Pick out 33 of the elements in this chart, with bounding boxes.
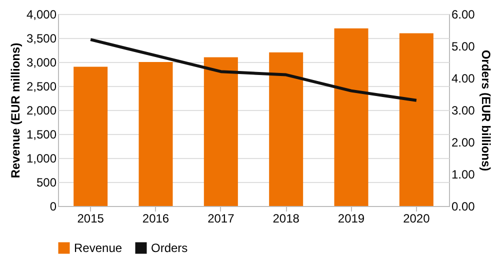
bar	[204, 57, 238, 206]
y-tick-label: 2,500	[26, 80, 57, 94]
y-tick-label: 3,000	[26, 56, 57, 70]
y-tick-label: 500	[36, 176, 57, 190]
x-tick-label: 2016	[142, 212, 170, 226]
y-tick-label: 3,500	[26, 32, 57, 46]
x-tick-label: 2018	[272, 212, 300, 226]
y-tick-label: 4,000	[26, 8, 57, 22]
y-tick-label: 1,000	[26, 152, 57, 166]
y2-tick-label: 0.00	[452, 200, 476, 214]
legend-label: Orders	[151, 241, 188, 255]
y2-tick-label: 2.00	[452, 136, 476, 150]
y2-tick-label: 5.00	[452, 40, 476, 54]
x-tick-label: 2017	[208, 212, 235, 226]
y-tick-label: 0	[50, 200, 57, 214]
x-tick-label: 2020	[403, 212, 430, 226]
bar	[269, 52, 304, 206]
line-series	[89, 38, 418, 102]
bar	[138, 62, 173, 206]
bar	[399, 33, 434, 206]
bar	[74, 66, 108, 206]
y2-tick-label: 4.00	[452, 72, 476, 86]
legend-label: Revenue	[74, 241, 122, 255]
x-tick-label: 2015	[77, 212, 104, 226]
y2-tick-label: 1.00	[452, 168, 476, 182]
y-tick-label: 1,500	[26, 128, 57, 142]
x-tick-label: 2019	[338, 212, 365, 226]
y2-tick-label: 6.00	[452, 8, 476, 22]
y-axis-title: Revenue (EUR millions)	[8, 42, 22, 178]
y2-tick-label: 3.00	[452, 104, 476, 118]
bar	[334, 28, 368, 206]
y-tick-label: 2,000	[26, 104, 57, 118]
y2-axis-title: Orders (EUR billions)	[478, 50, 493, 172]
